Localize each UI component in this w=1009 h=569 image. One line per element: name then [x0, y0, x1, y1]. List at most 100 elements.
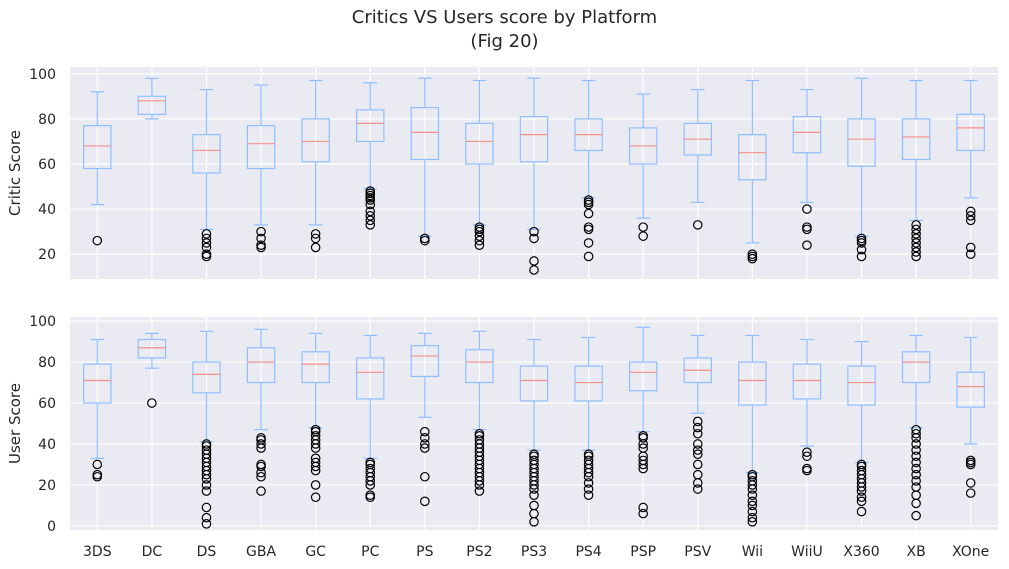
- outlier-point: [256, 459, 266, 470]
- outlier-point: [856, 506, 867, 517]
- outlier-point: [201, 439, 212, 449]
- outlier-point: [856, 492, 867, 503]
- outlier-point: [965, 478, 976, 488]
- outlier-point: [692, 484, 703, 494]
- box-iqr: [901, 351, 931, 384]
- box-iqr: [192, 134, 221, 174]
- outlier-point: [965, 206, 976, 217]
- outlier-point: [201, 486, 212, 496]
- x-tick-label: Wii: [742, 544, 763, 560]
- box-DS: [192, 88, 221, 262]
- outlier-point: [638, 508, 648, 519]
- outlier-point: [965, 488, 976, 498]
- outlier-point: [583, 449, 594, 460]
- box-iqr: [301, 351, 330, 384]
- x-tick-label: WiiU: [791, 544, 823, 560]
- y-tick-label: 100: [29, 67, 56, 83]
- outlier-point: [310, 229, 321, 239]
- outlier-point: [856, 465, 867, 476]
- box-PS4: [574, 336, 603, 500]
- box-PSP: [628, 326, 658, 519]
- box-GBA: [246, 328, 276, 496]
- x-tick-label: DS: [197, 544, 217, 560]
- outlier-point: [365, 215, 376, 226]
- outlier-point: [747, 506, 758, 517]
- outlier-point: [802, 240, 812, 250]
- x-tick-label: PS3: [521, 544, 547, 560]
- outlier-point: [583, 251, 594, 262]
- outlier-point: [583, 238, 594, 248]
- box-XB: [901, 334, 931, 521]
- y-tick-label: 80: [38, 112, 56, 128]
- outlier-point: [747, 249, 758, 259]
- outlier-point: [529, 265, 539, 275]
- y-tick-label: 20: [38, 478, 56, 494]
- box-WiiU: [792, 88, 822, 250]
- x-tick-label: 3DS: [83, 544, 112, 560]
- box-iqr: [519, 365, 549, 402]
- outlier-point: [310, 480, 321, 490]
- y-axis-label: Critic Score: [6, 130, 24, 216]
- outlier-point: [911, 242, 921, 253]
- box-PSV: [683, 334, 713, 494]
- outlier-point: [747, 490, 758, 500]
- outlier-point: [911, 220, 921, 230]
- box-PS4: [574, 79, 603, 262]
- y-tick-label: 60: [38, 157, 56, 173]
- outlier-point: [856, 496, 867, 507]
- box-Wii: [738, 334, 767, 527]
- box-iqr: [847, 365, 876, 406]
- outlier-point: [92, 459, 103, 470]
- outlier-point: [529, 256, 539, 266]
- outlier-point: [911, 428, 921, 439]
- outlier-point: [747, 469, 758, 480]
- outlier-point: [692, 422, 703, 433]
- outlier-point: [310, 430, 321, 441]
- box-PC: [355, 334, 385, 503]
- outlier-point: [365, 211, 376, 221]
- outlier-point: [802, 222, 812, 232]
- box-GC: [301, 79, 330, 253]
- outlier-point: [256, 240, 266, 250]
- outlier-point: [856, 251, 867, 262]
- outlier-point: [747, 512, 758, 523]
- outlier-point: [201, 519, 212, 529]
- outlier-point: [529, 455, 539, 466]
- box-iqr: [792, 116, 822, 154]
- outlier-point: [638, 502, 648, 513]
- outlier-point: [692, 449, 703, 460]
- chart-title: Critics VS Users score by Platform: [351, 7, 658, 28]
- x-tick-label: PSP: [630, 544, 656, 560]
- outlier-point: [310, 424, 321, 435]
- outlier-point: [802, 463, 812, 474]
- outlier-point: [474, 428, 485, 439]
- outlier-point: [474, 240, 485, 250]
- outlier-point: [856, 244, 867, 255]
- outlier-point: [965, 215, 976, 226]
- x-tick-label: PS4: [575, 544, 601, 560]
- outlier-point: [911, 445, 921, 455]
- outlier-point: [583, 195, 594, 205]
- box-PS: [410, 77, 440, 246]
- box-PS: [410, 332, 440, 507]
- outlier-point: [638, 443, 648, 453]
- outlier-point: [911, 510, 921, 521]
- outlier-point: [201, 242, 212, 253]
- outlier-point: [365, 463, 376, 474]
- outlier-point: [802, 451, 812, 462]
- outlier-point: [310, 453, 321, 464]
- y-tick-label: 0: [47, 519, 56, 535]
- x-tick-label: PS2: [466, 544, 492, 560]
- box-iqr: [738, 361, 767, 406]
- outlier-point: [365, 490, 376, 500]
- outlier-point: [692, 459, 703, 470]
- outlier-point: [692, 445, 703, 455]
- outlier-point: [420, 233, 430, 244]
- outlier-point: [856, 233, 867, 244]
- box-iqr: [246, 347, 276, 384]
- outlier-point: [692, 416, 703, 427]
- outlier-point: [911, 457, 921, 468]
- box-PSP: [628, 93, 658, 241]
- box-iqr: [465, 122, 494, 165]
- x-tick-label: PS: [416, 544, 433, 560]
